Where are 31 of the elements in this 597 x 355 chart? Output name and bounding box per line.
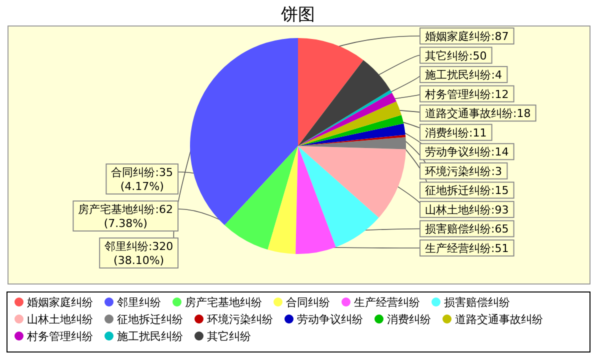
legend-label: 生产经营纠纷 — [354, 296, 420, 309]
data-label: 其它纠纷:50 — [425, 49, 487, 62]
legend-label: 村务管理纠纷 — [26, 330, 93, 343]
legend-label: 山林土地纠纷 — [27, 313, 93, 326]
legend-label: 消费纠纷 — [387, 313, 431, 326]
legend-label: 道路交通事故纠纷 — [455, 313, 543, 326]
data-label: 消费纠纷:11 — [425, 126, 487, 140]
legend-label: 施工扰民纠纷 — [117, 330, 183, 343]
legend-label: 合同纠纷 — [286, 296, 330, 309]
data-label: 道路交通事故纠纷:18 — [425, 107, 531, 120]
legend-label: 邻里纠纷 — [117, 296, 161, 309]
legend-label: 损害赔偿纠纷 — [444, 296, 510, 309]
data-label: 生产经营纠纷:51 — [425, 242, 509, 255]
data-label: 环境污染纠纷:3 — [425, 164, 502, 178]
chart-title: 饼图 — [280, 5, 315, 25]
legend-label: 环境污染纠纷 — [207, 313, 273, 326]
legend-label: 房产宅基地纠纷 — [185, 296, 262, 309]
legend-label: 婚姻家庭纠纷 — [27, 296, 93, 309]
legend-label: 劳动争议纠纷 — [297, 313, 363, 326]
data-label: 征地拆迁纠纷:15 — [425, 184, 509, 198]
data-label: 婚姻家庭纠纷:87 — [425, 30, 509, 43]
data-label: 损害赔偿纠纷:65 — [425, 222, 509, 236]
data-label: 山林土地纠纷:93 — [425, 203, 509, 216]
data-label: 施工扰民纠纷:4 — [425, 68, 502, 82]
data-label: 劳动争议纠纷:14 — [425, 146, 509, 159]
data-label: 合同纠纷:35 (4.17%) — [111, 166, 173, 193]
data-label: 邻里纠纷:320 (38.10%) — [104, 240, 174, 267]
data-label: 房产宅基地纠纷:62 (7.38%) — [78, 203, 173, 230]
legend-label: 其它纠纷 — [207, 330, 251, 343]
data-label: 村务管理纠纷:12 — [424, 88, 509, 101]
legend-label: 征地拆迁纠纷 — [117, 313, 183, 326]
